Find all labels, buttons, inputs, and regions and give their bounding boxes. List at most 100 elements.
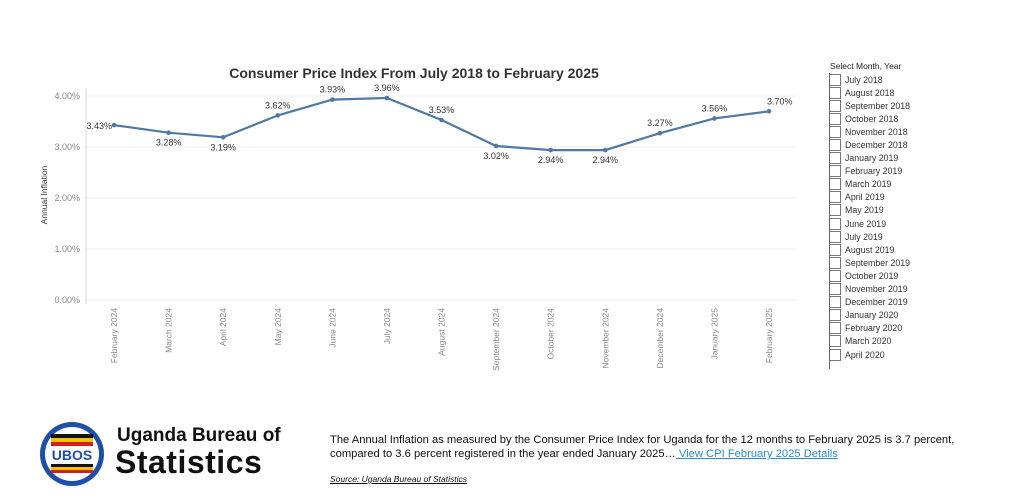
data-point[interactable]: [111, 122, 117, 128]
filter-option[interactable]: June 2019: [829, 217, 939, 230]
filter-option[interactable]: April 2020: [829, 348, 939, 361]
y-tick-label: 3.00%: [54, 142, 80, 152]
filter-option[interactable]: August 2019: [829, 243, 939, 256]
filter-checkbox[interactable]: [829, 322, 841, 335]
filter-checkbox[interactable]: [829, 256, 841, 269]
filter-checkbox[interactable]: [829, 269, 841, 282]
data-label: 3.02%: [483, 151, 509, 161]
x-axis-ticks: February 2024 March 2024 April 2024 May 202…: [109, 308, 774, 371]
y-axis-label: Annual Inflation: [39, 165, 49, 224]
filter-option[interactable]: May 2019: [829, 204, 939, 217]
filter-checkbox[interactable]: [829, 309, 841, 322]
data-point[interactable]: [657, 130, 663, 136]
data-point[interactable]: [220, 135, 226, 140]
filter-option-label: July 2018: [845, 74, 883, 85]
filter-option-label: August 2018: [845, 87, 895, 98]
filter-option-label: August 2019: [845, 244, 895, 255]
y-axis-ticks: 0.00% 1.00% 2.00% 3.00% 4.00%: [54, 91, 80, 305]
filter-option[interactable]: February 2019: [829, 165, 939, 178]
filter-checkbox[interactable]: [829, 243, 841, 256]
y-tick-label: 2.00%: [54, 193, 80, 203]
filter-checkbox[interactable]: [829, 73, 841, 86]
data-label: 3.62%: [265, 100, 291, 110]
x-tick-label: January 2025: [709, 308, 719, 360]
x-tick-label: December 2024: [655, 308, 665, 369]
org-name-line1: Uganda Bureau of: [117, 425, 281, 446]
x-tick-label: June 2024: [327, 308, 337, 348]
filter-checkbox[interactable]: [829, 112, 841, 125]
filter-checkbox[interactable]: [829, 296, 841, 309]
data-point[interactable]: [275, 113, 281, 118]
data-point[interactable]: [548, 147, 553, 153]
data-label: 3.96%: [374, 83, 400, 93]
data-point[interactable]: [602, 147, 608, 153]
filter-checkbox[interactable]: [829, 204, 841, 217]
x-tick-label: October 2024: [546, 308, 556, 360]
filter-option[interactable]: September 2018: [829, 99, 939, 112]
filter-option[interactable]: July 2019: [829, 230, 939, 243]
x-tick-label: February 2025: [764, 308, 774, 364]
data-labels: 3.43% 3.28% 3.19% 3.62% 3.93% 3.96% 3.53% 3.02%…: [86, 83, 792, 165]
filter-checkbox[interactable]: [829, 348, 841, 361]
data-point[interactable]: [166, 130, 171, 136]
data-point[interactable]: [493, 143, 499, 149]
x-tick-label: July 2024: [382, 308, 392, 345]
description-text: The Annual Inflation as measured by the …: [330, 434, 955, 460]
filter-option[interactable]: March 2020: [829, 335, 939, 348]
filter-checkbox[interactable]: [829, 86, 841, 99]
filter-option-label: October 2019: [845, 270, 899, 281]
filter-option[interactable]: July 2018: [829, 73, 939, 86]
filter-option-label: January 2019: [845, 153, 899, 164]
data-point[interactable]: [384, 95, 390, 101]
data-point[interactable]: [330, 97, 335, 102]
org-name-line2: Statistics: [115, 444, 263, 480]
x-tick-label: March 2024: [164, 308, 174, 353]
filter-option[interactable]: November 2018: [829, 125, 939, 138]
filter-option[interactable]: October 2018: [829, 112, 939, 125]
filter-checkbox[interactable]: [829, 152, 841, 165]
filter-option[interactable]: August 2018: [829, 86, 939, 99]
filter-checkbox[interactable]: [829, 230, 841, 243]
data-label: 3.28%: [156, 138, 182, 148]
x-tick-label: November 2024: [600, 308, 610, 369]
filter-option[interactable]: December 2019: [829, 296, 939, 309]
filter-checkbox[interactable]: [829, 165, 841, 178]
filter-checkbox[interactable]: [829, 217, 841, 230]
filter-option-label: July 2019: [845, 231, 883, 242]
filter-checkbox[interactable]: [829, 191, 841, 204]
logo-lettering: UBOS: [52, 447, 92, 463]
filter-checkbox[interactable]: [829, 99, 841, 112]
filter-option[interactable]: October 2019: [829, 269, 939, 282]
x-tick-label: August 2024: [437, 308, 447, 356]
filter-option-label: April 2020: [845, 349, 885, 360]
cpi-details-link[interactable]: View CPI February 2025 Details: [675, 448, 838, 460]
filter-option[interactable]: January 2020: [829, 309, 939, 322]
data-label: 3.56%: [702, 103, 728, 113]
filter-checkbox[interactable]: [829, 139, 841, 152]
filter-checkbox[interactable]: [829, 283, 841, 296]
inflation-description: The Annual Inflation as measured by the …: [330, 433, 970, 461]
filter-option-label: January 2020: [845, 310, 899, 321]
filter-option[interactable]: March 2019: [829, 178, 939, 191]
filter-checkbox[interactable]: [829, 335, 841, 348]
filter-checkbox[interactable]: [829, 178, 841, 191]
data-point[interactable]: [439, 117, 444, 123]
data-point[interactable]: [712, 116, 717, 121]
filter-option[interactable]: April 2019: [829, 191, 939, 204]
filter-checkbox[interactable]: [829, 125, 841, 138]
filter-option[interactable]: February 2020: [829, 322, 939, 335]
filter-option-label: September 2018: [845, 100, 911, 111]
filter-options-list[interactable]: July 2018 August 2018 September 2018 Octobe…: [829, 73, 939, 369]
ubos-logo: UBOS: [40, 422, 104, 486]
filter-option-label: December 2019: [845, 297, 908, 308]
filter-option[interactable]: January 2019: [829, 152, 939, 165]
x-tick-label: May 2024: [273, 308, 283, 346]
filter-option-label: May 2019: [845, 205, 884, 216]
y-tick-label: 0.00%: [54, 295, 80, 305]
filter-option-label: September 2019: [845, 257, 911, 268]
filter-option[interactable]: November 2019: [829, 283, 939, 296]
filter-option-label: October 2018: [845, 113, 899, 124]
data-point[interactable]: [766, 109, 772, 114]
filter-option[interactable]: December 2018: [829, 138, 939, 152]
filter-option[interactable]: September 2019: [829, 256, 939, 269]
